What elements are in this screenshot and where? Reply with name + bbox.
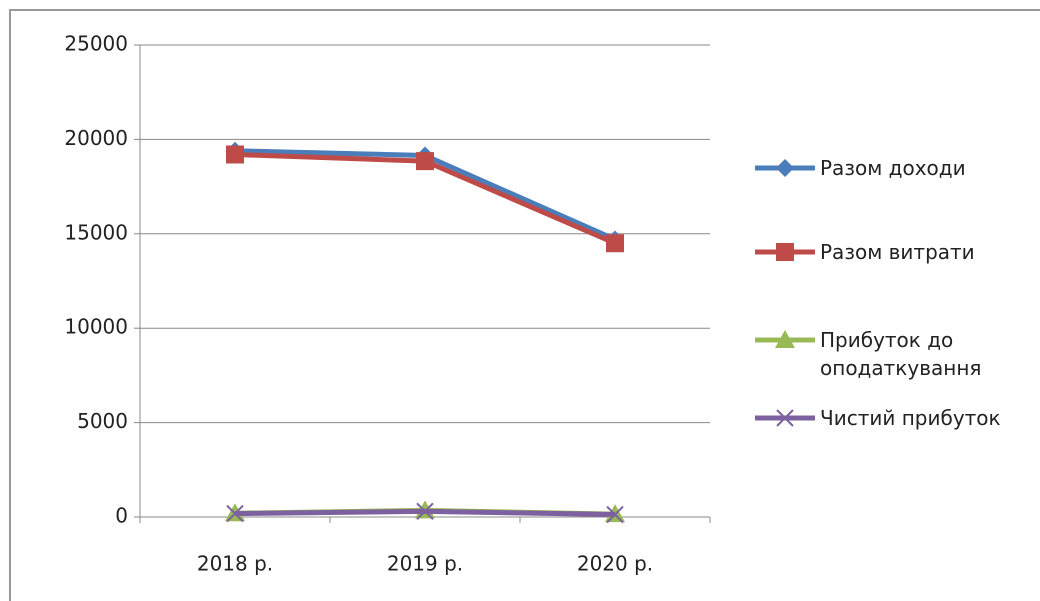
legend-marker xyxy=(775,330,795,348)
legend-marker xyxy=(776,409,794,427)
data-point xyxy=(606,505,624,524)
y-tick-label: 0 xyxy=(115,504,128,528)
legend-label: Разом витрати xyxy=(820,240,975,264)
y-tick-label: 25000 xyxy=(64,32,128,56)
y-tick-label: 20000 xyxy=(64,126,128,150)
chart-border xyxy=(9,9,1040,601)
data-point xyxy=(606,234,624,253)
data-point xyxy=(416,152,434,171)
legend-marker xyxy=(776,243,794,261)
y-tick-label: 15000 xyxy=(64,220,128,244)
data-point xyxy=(416,502,434,521)
x-tick-label: 2020 р. xyxy=(577,552,653,576)
legend-marker xyxy=(776,159,794,177)
y-tick-label: 5000 xyxy=(77,409,128,433)
y-tick-label: 10000 xyxy=(64,315,128,339)
x-tick-label: 2018 р. xyxy=(197,552,273,576)
legend-label: Разом доходи xyxy=(820,156,966,180)
data-point xyxy=(226,504,244,523)
legend-label: Чистий прибуток xyxy=(820,406,1001,430)
x-tick-label: 2019 р. xyxy=(387,552,463,576)
data-point xyxy=(226,145,244,164)
legend-label: Прибуток до оподаткування xyxy=(820,328,982,380)
